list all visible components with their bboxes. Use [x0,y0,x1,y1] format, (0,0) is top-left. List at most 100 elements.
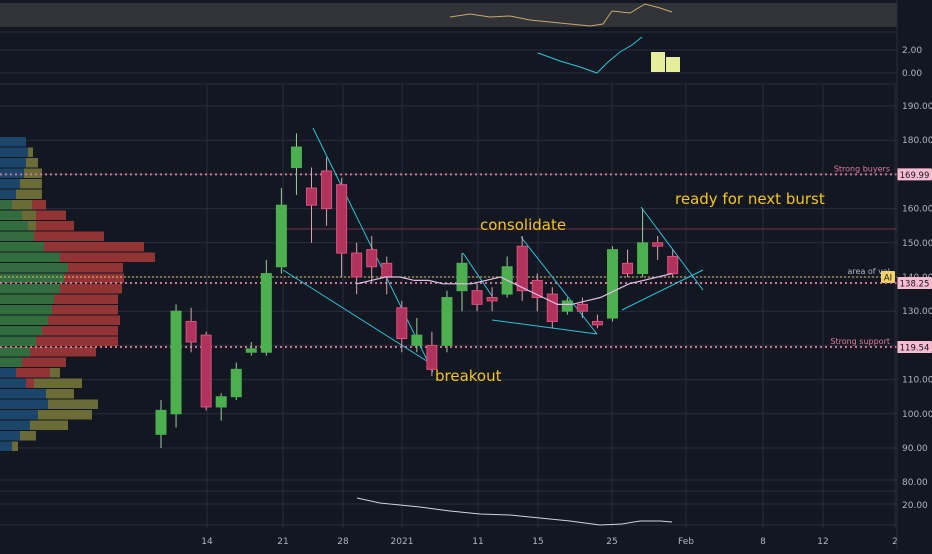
level-label: Strong support [830,337,890,346]
volume-profile-bar [0,420,30,430]
volume-profile-bar [36,210,66,220]
candle-body [306,187,317,206]
volume-profile-bar [0,221,28,231]
trendline [621,269,704,311]
price-tag [897,340,932,353]
candle-body [576,303,588,312]
volume-profile-bar [0,347,30,357]
volume-profile-bar [36,336,118,346]
volume-profile-bar [0,431,20,441]
volume-profile-bar [38,410,92,420]
volume-profile-bar [0,231,34,241]
volume-profile-bar [0,200,12,210]
candle-body [290,146,302,169]
volume-profile-bar [28,147,33,157]
x-tick-label: 2021 [391,537,414,547]
volume-profile-bar [24,168,42,178]
volume-profile-bar [46,389,74,399]
candle-body [607,249,618,319]
x-tick-label: 28 [337,537,349,547]
volume-profile-bar [0,368,16,378]
candle-body [667,255,679,275]
level-label: Strong buyers [834,164,890,173]
volume-profile-bar [54,294,118,304]
x-tick-label: 2 [892,537,898,547]
volume-profile [0,137,155,451]
volume-profile-bar [30,420,68,430]
volume-profile-bar [0,410,38,420]
volume-profile-bar [16,368,50,378]
price-tag-label: AI [884,274,892,284]
price-tag [881,271,895,283]
y-tick-label: 130.00 [902,307,932,317]
annotation-consolidate: consolidate [480,216,566,234]
y-tick-label: 190.00 [902,102,932,112]
price-tag [897,168,932,181]
osc-top-tick: 2.00 [902,46,922,56]
y-tick-label: 150.00 [902,239,932,249]
candle-body [637,242,649,275]
volume-profile-bar [0,315,48,325]
volume-profile-bar [48,399,98,409]
volume-profile-bar [0,389,46,399]
candle-body [546,293,558,322]
candle-body [411,334,423,346]
volume-profile-bar [0,158,26,168]
oscillator-bottom-line [356,497,673,526]
volume-profile-bar [0,378,26,388]
trendline [462,252,493,297]
volume-profile-bar [12,441,18,451]
x-tick-label: 21 [277,537,288,547]
price-tag-label: 119.54 [900,343,930,353]
volume-profile-bar [12,200,32,210]
trendline [640,206,704,291]
volume-profile-bar [20,431,36,441]
candle-body [366,249,378,268]
volume-profile-bar [0,357,22,367]
x-tick-label: 14 [201,537,213,547]
volume-profile-bar [0,263,68,273]
trendline [520,236,598,335]
candle-body [245,348,257,353]
volume-profile-bar [16,189,42,199]
oscillator-top-panel: 2.00 0.00 [0,31,922,85]
candle-body [622,262,634,275]
x-axis: 14 21 28 2021 11 15 25 Feb 8 12 2 [201,537,898,547]
volume-profile-bar [0,326,42,336]
candle-body [336,184,348,254]
annotations: consolidate ready for next burst breakou… [435,190,825,385]
candle-body [260,273,272,353]
price-tag [897,276,932,289]
osc-top-tick: 0.00 [902,69,922,79]
volume-profile-bar [0,137,26,147]
candles [155,133,679,448]
volume-profile-bar [64,273,124,283]
x-tick-label: 8 [760,537,766,547]
price-tag-label: 169.99 [900,171,930,181]
volume-profile-bar [22,210,36,220]
x-tick-label: Feb [678,537,694,547]
y-tick-label: 180.00 [902,136,932,146]
trendline [282,269,434,366]
volume-profile-bar [52,305,118,315]
volume-profile-bar [48,315,120,325]
candle-body [652,242,664,247]
annotation-breakout: breakout [435,367,502,385]
candle-body [215,396,227,408]
oscillator-bar [666,57,680,72]
volume-profile-bar [0,399,48,409]
trendline [491,319,598,335]
price-tag-label: 138.25 [900,279,930,289]
candle-body [516,245,528,292]
candle-body [531,279,543,299]
oscillator-bar [651,52,665,72]
candle-body [486,297,498,302]
x-tick-label: 25 [606,537,617,547]
volume-profile-bar [50,368,60,378]
volume-profile-bar [0,252,60,262]
volume-profile-bar [0,305,52,315]
volume-profile-bar [28,221,36,231]
volume-profile-bar [0,168,24,178]
